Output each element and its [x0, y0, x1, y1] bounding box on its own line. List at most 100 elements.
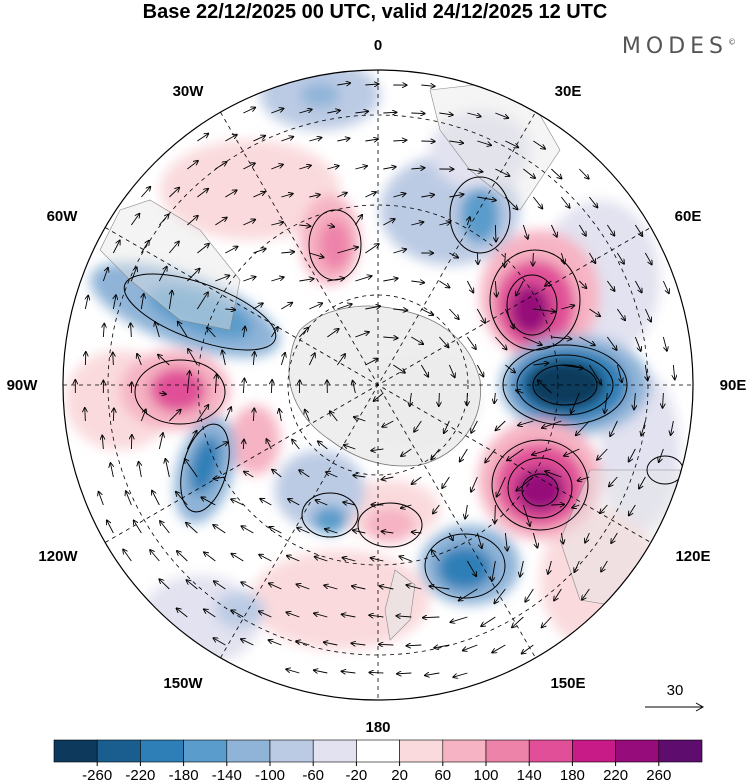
wind-vector — [393, 309, 407, 310]
wind-vector — [662, 336, 667, 351]
wind-vector — [459, 588, 478, 601]
wind-vector — [382, 531, 394, 533]
wind-vector — [231, 610, 244, 618]
wind-vector — [169, 188, 179, 198]
wind-vector — [159, 393, 166, 394]
wind-vector — [421, 85, 434, 86]
wind-vector — [439, 392, 440, 406]
wind-vector — [604, 392, 607, 413]
colorbar-tick-label: -100 — [255, 767, 285, 783]
wind-vector — [542, 616, 552, 627]
colorbar-tick-label: 20 — [391, 767, 408, 783]
wind-vector — [492, 644, 506, 653]
wind-vector — [327, 329, 338, 338]
wind-vector — [314, 613, 328, 618]
wind-vector — [318, 441, 328, 450]
colorbar-tick-label: 260 — [646, 767, 671, 783]
wind-vector — [316, 500, 328, 506]
wind-vector — [507, 448, 524, 460]
colorbar-tick-label: -220 — [125, 767, 155, 783]
wind-vector — [561, 252, 564, 264]
wind-vector — [224, 407, 231, 422]
wind-vector — [393, 249, 406, 254]
wind-vector — [523, 168, 535, 178]
map-title: Base 22/12/2025 00 UTC, valid 24/12/2025… — [142, 1, 608, 23]
colorbar-swatch — [399, 739, 444, 763]
wind-vector — [495, 112, 508, 118]
wind-vector — [155, 322, 160, 338]
wind-vector — [600, 504, 608, 513]
wind-vector — [231, 554, 244, 562]
wind-vector — [222, 350, 226, 366]
wind-vector — [522, 644, 534, 654]
wind-vector — [299, 328, 308, 338]
vector-scale-arrowhead — [695, 702, 705, 712]
wind-vector — [327, 225, 334, 227]
wind-vector — [551, 168, 561, 179]
wind-vector — [439, 113, 452, 115]
wind-vector — [497, 476, 506, 497]
wind-vector — [309, 195, 320, 197]
wind-vector — [571, 392, 580, 413]
wind-vector — [130, 214, 139, 226]
wind-vector — [169, 242, 179, 254]
wind-vector — [315, 557, 328, 562]
lon-label-120e: 120E — [675, 548, 710, 565]
wind-vector — [243, 220, 255, 226]
wind-vector — [354, 417, 366, 422]
wind-vector — [292, 440, 300, 450]
wind-vector — [134, 520, 142, 534]
wind-vector — [412, 476, 422, 484]
wind-vector — [505, 140, 518, 147]
wind-vector — [187, 161, 198, 170]
colorbar-swatch — [485, 739, 530, 763]
wind-vector — [423, 617, 440, 618]
wind-vector — [243, 277, 255, 282]
wind-vector — [430, 586, 450, 589]
wind-vector — [324, 642, 338, 645]
wind-vector — [337, 304, 351, 310]
wind-vector — [126, 491, 132, 506]
wind-vector — [401, 448, 412, 456]
wind-vector — [337, 193, 347, 198]
wind-vector — [269, 527, 282, 534]
colorbar-swatch — [96, 739, 141, 763]
wind-vector — [225, 190, 236, 198]
wind-vector — [99, 492, 104, 506]
wind-vector — [421, 195, 434, 197]
wind-vector — [644, 252, 651, 264]
colorbar-swatch — [572, 739, 616, 763]
wind-vector — [516, 476, 534, 491]
wind-vector — [286, 669, 300, 674]
lon-label-30w: 30W — [173, 83, 205, 100]
wind-vector — [434, 645, 450, 648]
wind-vector — [610, 420, 618, 436]
wind-vector — [606, 280, 614, 291]
wind-vector — [406, 645, 422, 646]
wind-vector — [271, 222, 283, 225]
wind-vector — [103, 324, 104, 338]
wind-vector — [269, 583, 282, 590]
wind-vector — [505, 532, 507, 551]
colorbar-tick-label: 180 — [560, 767, 585, 783]
wind-vector — [281, 194, 292, 197]
wind-vector — [159, 214, 168, 226]
wind-vector — [102, 435, 103, 450]
wind-vector — [186, 523, 198, 534]
wind-vector — [561, 364, 583, 368]
wind-vector — [467, 169, 482, 172]
wind-vector — [533, 309, 555, 312]
wind-vector — [354, 215, 362, 226]
lon-label-150w: 150W — [163, 675, 203, 692]
wind-vector — [496, 420, 506, 430]
wind-vector — [176, 608, 188, 618]
colorbar-swatch — [658, 739, 703, 763]
wind-vector — [297, 528, 310, 534]
wind-vector — [582, 588, 590, 600]
wind-vector — [465, 504, 467, 519]
wind-vector — [505, 252, 506, 267]
wind-vector — [253, 136, 265, 142]
wind-vector — [579, 168, 588, 179]
wind-vector — [393, 140, 406, 141]
wind-vector — [494, 392, 495, 403]
